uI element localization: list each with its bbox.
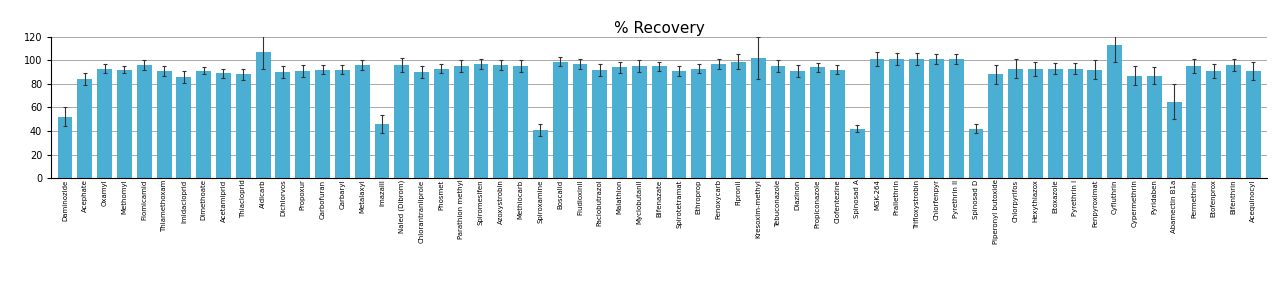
Bar <box>969 129 983 178</box>
Bar <box>1107 45 1123 178</box>
Bar <box>1245 71 1261 178</box>
Bar <box>1009 68 1023 178</box>
Bar <box>236 75 251 178</box>
Bar <box>909 59 924 178</box>
Bar <box>97 68 113 178</box>
Bar <box>296 71 310 178</box>
Bar <box>1206 71 1221 178</box>
Bar <box>1028 68 1043 178</box>
Bar <box>453 66 468 178</box>
Bar <box>394 65 410 178</box>
Bar <box>612 68 627 178</box>
Bar <box>216 73 230 178</box>
Bar <box>572 64 588 178</box>
Bar <box>315 70 330 178</box>
Bar <box>1048 68 1062 178</box>
Bar <box>731 61 746 178</box>
Bar <box>890 59 904 178</box>
Bar <box>652 66 667 178</box>
Bar <box>256 52 270 178</box>
Bar <box>196 71 211 178</box>
Bar <box>850 129 865 178</box>
Bar <box>137 65 152 178</box>
Bar <box>355 65 370 178</box>
Bar <box>1226 65 1240 178</box>
Bar <box>593 70 607 178</box>
Bar <box>513 66 527 178</box>
Bar <box>771 66 786 178</box>
Bar <box>415 72 429 178</box>
Bar <box>929 59 943 178</box>
Bar <box>869 59 884 178</box>
Bar <box>177 77 191 178</box>
Bar <box>791 71 805 178</box>
Bar <box>948 59 964 178</box>
Bar <box>474 64 489 178</box>
Bar <box>1166 102 1181 178</box>
Bar <box>553 61 567 178</box>
Bar <box>532 130 548 178</box>
Bar <box>375 124 389 178</box>
Bar <box>275 72 291 178</box>
Bar <box>434 68 449 178</box>
Bar <box>751 58 765 178</box>
Title: % Recovery: % Recovery <box>614 21 704 36</box>
Bar <box>632 66 646 178</box>
Bar <box>810 68 826 178</box>
Bar <box>988 75 1004 178</box>
Bar <box>712 64 726 178</box>
Bar <box>1088 70 1102 178</box>
Bar <box>1128 76 1142 178</box>
Bar <box>335 70 349 178</box>
Bar <box>78 79 92 178</box>
Bar <box>1187 66 1202 178</box>
Bar <box>1147 76 1162 178</box>
Bar <box>829 70 845 178</box>
Bar <box>493 65 508 178</box>
Bar <box>116 70 132 178</box>
Bar <box>58 117 73 178</box>
Bar <box>1068 68 1083 178</box>
Bar <box>156 71 172 178</box>
Bar <box>672 71 686 178</box>
Bar <box>691 68 707 178</box>
